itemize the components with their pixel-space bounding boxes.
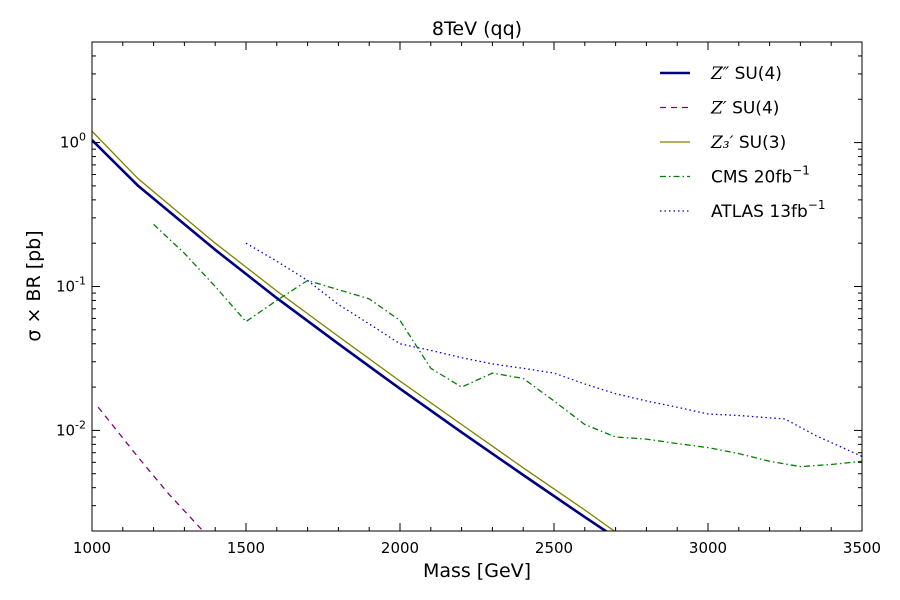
series-line-3: [153, 223, 862, 468]
series-line-4: [245, 242, 862, 457]
series-layer: [92, 130, 862, 531]
x-tick-label: 1500: [227, 539, 265, 557]
legend-label-0: Z″ SU(4): [710, 64, 782, 84]
y-tick-label: 100: [60, 131, 86, 152]
plot-frame: [91, 41, 863, 532]
x-tick-label: 2500: [535, 539, 573, 557]
legend-label-3: CMS 20fb−1: [711, 164, 810, 188]
y-tick-label: 10-1: [56, 275, 86, 296]
x-tick-label: 3500: [843, 539, 881, 557]
ticks-layer: 1000 1500 2000 2500 3000 3500 100 10-1 10-2: [56, 41, 881, 557]
x-tick-label: 1000: [73, 539, 111, 557]
x-axis-title: Mass [GeV]: [423, 560, 531, 582]
x-tick-label: 3000: [689, 539, 727, 557]
y-axis-title: σ × BR [pb]: [23, 230, 45, 341]
legend-label-4: ATLAS 13fb−1: [711, 198, 826, 222]
series-line-0: [92, 139, 609, 531]
series-line-1: [97, 406, 204, 531]
x-tick-label: 2000: [381, 539, 419, 557]
legend-label-2: Z₃′ SU(3): [710, 133, 786, 153]
legend: Z″ SU(4) Z′ SU(4) Z₃′ SU(3) CMS 20fb−1 ATLAS…: [660, 64, 826, 222]
chart-title: 8TeV (qq): [432, 18, 522, 40]
y-tick-label: 10-2: [56, 418, 86, 439]
legend-label-1: Z′ SU(4): [710, 99, 779, 119]
series-line-2: [92, 130, 616, 531]
